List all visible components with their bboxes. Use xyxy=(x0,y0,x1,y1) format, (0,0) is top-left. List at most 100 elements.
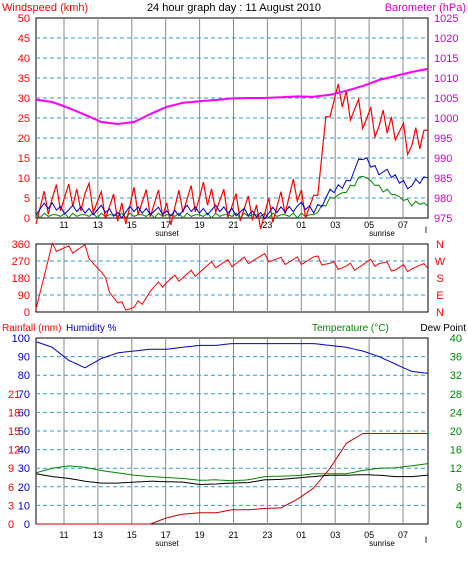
barometer-tick-label: 1025 xyxy=(434,13,458,25)
temperature-tick-label: 20 xyxy=(450,426,462,438)
temperature-tick-label: 16 xyxy=(450,445,462,457)
compass-tick-label: W xyxy=(435,256,446,268)
wind-tick-label: 0 xyxy=(24,213,30,225)
compass-tick-label: N xyxy=(436,307,444,319)
wind-panel xyxy=(35,17,429,219)
hour-label: 21 xyxy=(228,220,238,230)
rainfall-line xyxy=(36,433,428,525)
temperature-tick-label: 32 xyxy=(450,370,462,382)
hour-label: 17 xyxy=(161,530,171,540)
barometer-tick-label: 1010 xyxy=(434,73,458,85)
direction-tick-label: 180 xyxy=(12,273,30,285)
rainfall-axis-title: Rainfall (mm) xyxy=(2,323,61,334)
barometer-tick-label: 1020 xyxy=(434,33,458,45)
wind-tick-label: 10 xyxy=(18,173,30,185)
humidity-tick-label: 60 xyxy=(18,407,30,419)
sunrise-marker-top: sunrise xyxy=(369,229,395,238)
dew-point-title: Dew Point xyxy=(420,323,466,334)
temperature-axis-title: Temperature (°C) xyxy=(312,323,389,334)
hour-label: 23 xyxy=(262,220,272,230)
hour-label: 19 xyxy=(195,220,205,230)
hour-label: 19 xyxy=(195,530,205,540)
temperature-tick-label: 0 xyxy=(456,519,462,531)
temperature-tick-label: 8 xyxy=(456,482,462,494)
temperature-line xyxy=(35,463,429,482)
wind-tick-label: 40 xyxy=(18,53,30,65)
barometer-line xyxy=(35,67,429,126)
rain-tick-label: 0 xyxy=(8,519,14,531)
chart-panels: 0510152025303540455097598098599099510001… xyxy=(8,13,462,531)
wind-tick-label: 25 xyxy=(18,113,30,125)
direction-tick-label: 0 xyxy=(24,307,30,319)
hour-label: 03 xyxy=(330,530,340,540)
hour-label: 23 xyxy=(262,530,272,540)
hour-label: 17 xyxy=(161,220,171,230)
hour-label: 15 xyxy=(127,220,137,230)
humidity-tick-label: 80 xyxy=(18,370,30,382)
barometer-tick-label: 980 xyxy=(434,193,452,205)
wind-direction-line xyxy=(35,241,429,311)
direction-tick-label: 90 xyxy=(18,290,30,302)
compass-tick-label: E xyxy=(436,290,443,302)
temperature-tick-label: 40 xyxy=(450,333,462,345)
sunset-marker-top: sunset xyxy=(155,229,179,238)
rain-tick-label: 3 xyxy=(8,500,14,512)
windspeed-axis-title: Windspeed (kmh) xyxy=(2,2,88,14)
hour-label: 13 xyxy=(93,220,103,230)
rain-tick-label: 21 xyxy=(8,389,20,401)
humidity-tick-label: 100 xyxy=(12,333,30,345)
hour-axis-labels: 11 11 13 13 15 15 17 17 19 19 21 21 23 23 01 01 03 03 05 05… xyxy=(59,220,408,540)
rain-tick-label: 15 xyxy=(8,426,20,438)
barometer-tick-label: 975 xyxy=(434,213,452,225)
rain-tick-label: 9 xyxy=(8,463,14,475)
hour-label: 01 xyxy=(296,530,306,540)
humidity-tick-label: 70 xyxy=(18,389,30,401)
wind-tick-label: 45 xyxy=(18,33,30,45)
barometer-tick-label: 1015 xyxy=(434,53,458,65)
hour-label: 05 xyxy=(364,530,374,540)
humidity-tick-label: 40 xyxy=(18,445,30,457)
barometer-tick-label: 995 xyxy=(434,133,452,145)
hour-label: 07 xyxy=(398,530,408,540)
wind-tick-label: 20 xyxy=(18,133,30,145)
sunrise-marker-bottom: sunrise xyxy=(369,539,395,548)
hour-label: 03 xyxy=(330,220,340,230)
direction-tick-label: 360 xyxy=(12,239,30,251)
hour-label: 21 xyxy=(228,530,238,540)
temperature-tick-label: 4 xyxy=(456,500,462,512)
hour-label: 15 xyxy=(127,530,137,540)
rain-tick-label: 12 xyxy=(8,445,20,457)
humidity-tick-label: 50 xyxy=(18,426,30,438)
end-tick-bottom: I xyxy=(425,535,428,545)
temperature-tick-label: 36 xyxy=(450,352,462,364)
end-tick-top: I xyxy=(425,225,428,235)
rain-tick-label: 18 xyxy=(8,407,20,419)
direction-panel xyxy=(35,243,429,313)
barometer-tick-label: 1005 xyxy=(434,93,458,105)
barometer-axis-title: Barometer (hPa) xyxy=(385,2,466,14)
rain-tick-label: 6 xyxy=(8,482,14,494)
wind-tick-label: 35 xyxy=(18,73,30,85)
humidity-line xyxy=(35,341,429,374)
wind-tick-label: 5 xyxy=(24,193,30,205)
direction-tick-label: 270 xyxy=(12,256,30,268)
weather-panel xyxy=(35,337,429,525)
hour-label: 11 xyxy=(59,530,68,540)
barometer-tick-label: 1000 xyxy=(434,113,458,125)
temperature-tick-label: 24 xyxy=(450,407,462,419)
hour-label: 11 xyxy=(59,220,68,230)
humidity-axis-title: Humidity % xyxy=(66,323,117,334)
compass-tick-label: N xyxy=(436,239,444,251)
chart-title: 24 hour graph day : 11 August 2010 xyxy=(147,2,321,14)
wind-gust-line xyxy=(35,83,429,230)
barometer-tick-label: 985 xyxy=(434,173,452,185)
dew-point-line xyxy=(35,473,429,486)
humidity-tick-label: 0 xyxy=(24,519,30,531)
temperature-tick-label: 12 xyxy=(450,463,462,475)
hour-label: 13 xyxy=(93,530,103,540)
wind-tick-label: 15 xyxy=(18,153,30,165)
wind-tick-label: 30 xyxy=(18,93,30,105)
hour-label: 01 xyxy=(296,220,306,230)
